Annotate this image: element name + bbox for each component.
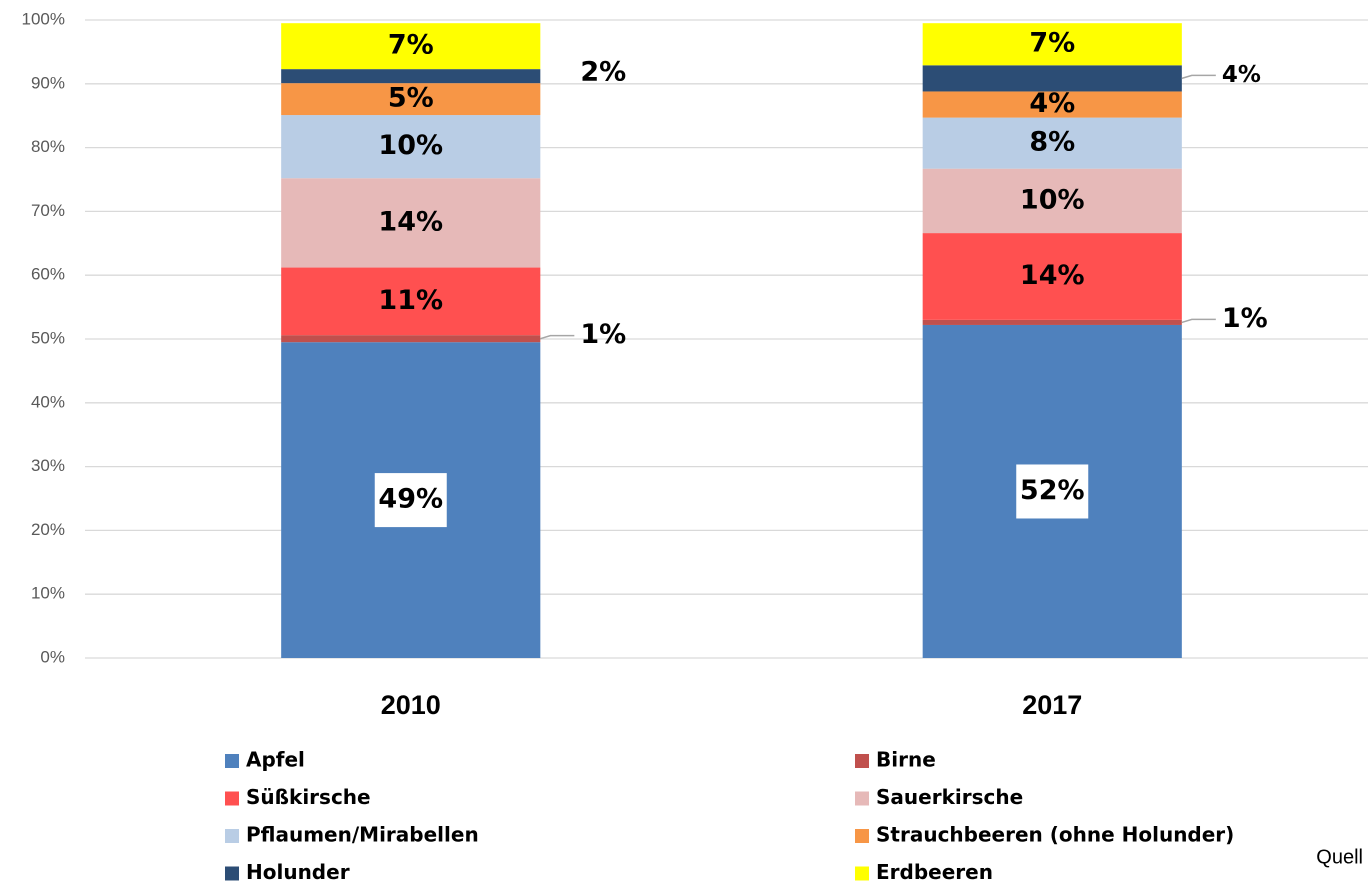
data-label: 10%: [378, 130, 443, 161]
data-label: 14%: [378, 206, 443, 237]
data-label: 2%: [580, 57, 626, 88]
y-tick-label: 70%: [31, 201, 65, 220]
data-label: 4%: [1222, 62, 1261, 88]
data-label: 1%: [1222, 303, 1268, 334]
label-box: [374, 473, 447, 528]
legend-label: Sauerkirsche: [876, 785, 1023, 809]
y-tick-label: 40%: [31, 392, 65, 411]
y-tick-label: 90%: [31, 73, 65, 92]
legend-swatch: [855, 866, 869, 881]
legend-label: Birne: [876, 748, 936, 772]
leader-line: [1181, 74, 1216, 80]
legend-label: Süßkirsche: [246, 785, 371, 809]
data-label: 52%: [1020, 475, 1085, 506]
leader-line: [540, 334, 575, 340]
legend-swatch: [855, 829, 869, 843]
bar-segment: [922, 91, 1182, 118]
bar-segment: [922, 117, 1182, 169]
legend-swatch: [855, 791, 869, 806]
y-tick-label: 100%: [22, 9, 65, 28]
bar-segment: [281, 335, 541, 343]
y-tick-label: 10%: [31, 584, 65, 603]
data-label: 5%: [388, 83, 434, 114]
y-tick-label: 0%: [40, 647, 65, 666]
bar-segment: [281, 83, 541, 116]
legend-label: Holunder: [246, 860, 350, 884]
data-label: 14%: [1020, 260, 1085, 291]
data-label: 7%: [1029, 28, 1075, 59]
data-label: 7%: [388, 30, 434, 61]
data-label: 8%: [1029, 127, 1075, 158]
y-tick-label: 80%: [31, 137, 65, 156]
source: Quell: [1316, 846, 1363, 868]
bar-segment: [281, 178, 541, 268]
bar-segment: [281, 267, 541, 336]
bar-segment: [922, 233, 1182, 320]
legend-label: Erdbeeren: [876, 860, 993, 884]
y-tick-label: 30%: [31, 456, 65, 475]
legend-label: Pflaumen/Mirabellen: [246, 823, 479, 847]
label-box: [1016, 464, 1089, 519]
legend-swatch: [225, 866, 239, 881]
legend-swatch: [855, 754, 869, 768]
y-tick-label: 20%: [31, 520, 65, 539]
y-tick-label: 60%: [31, 265, 65, 284]
legend-label: Apfel: [246, 748, 305, 772]
bar-segment: [281, 69, 541, 84]
bar-segment: [922, 65, 1182, 92]
x-tick-label: 2010: [381, 690, 441, 720]
data-label: 4%: [1029, 88, 1075, 119]
data-label: 11%: [378, 285, 443, 316]
bar-segment: [922, 168, 1182, 234]
bar-segment: [922, 319, 1182, 325]
legend-swatch: [225, 791, 239, 806]
bar-segment: [281, 115, 541, 179]
leader-line: [1181, 318, 1216, 324]
x-tick-label: 2017: [1022, 690, 1082, 720]
y-tick-label: 50%: [31, 328, 65, 347]
legend-swatch: [225, 754, 239, 768]
data-label: 49%: [378, 484, 443, 515]
data-label: 10%: [1020, 184, 1085, 215]
legend-swatch: [225, 829, 239, 843]
bar-segment: [281, 23, 541, 70]
data-label: 1%: [580, 319, 626, 350]
legend-label: Strauchbeeren (ohne Holunder): [876, 823, 1234, 847]
bar-segment: [922, 23, 1182, 66]
